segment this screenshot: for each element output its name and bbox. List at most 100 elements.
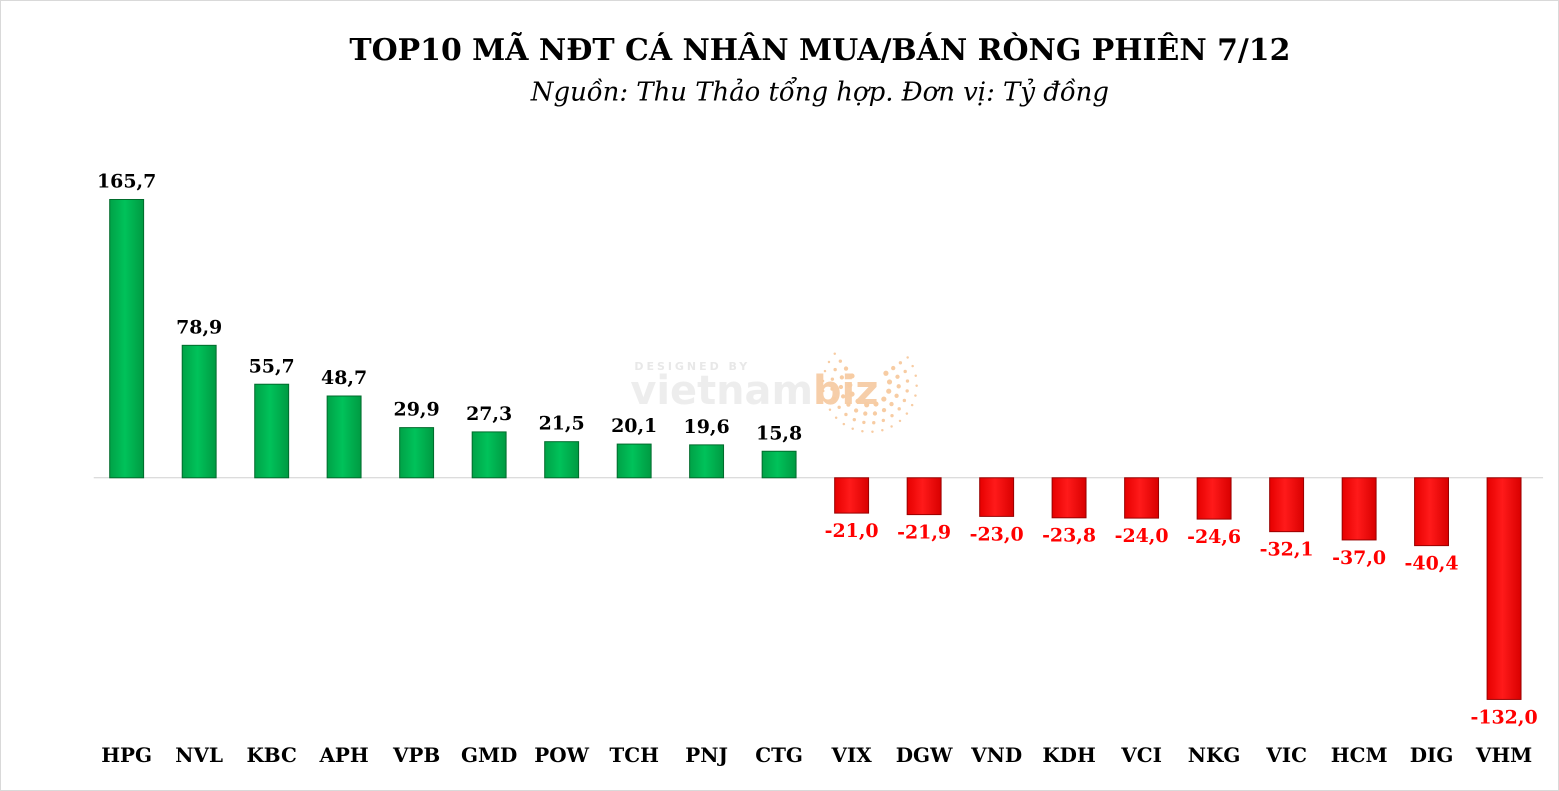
watermark-sun-dot	[855, 398, 861, 404]
bar-vhm	[1486, 477, 1522, 700]
watermark: DESIGNED BY vietnambiz	[630, 352, 918, 434]
category-label-gmd: GMD	[461, 743, 517, 767]
watermark-sun-dot	[915, 384, 918, 387]
category-label-pnj: PNJ	[685, 743, 728, 767]
watermark-sun-dot	[905, 412, 909, 415]
category-label-pow: POW	[534, 743, 589, 767]
chart-title: TOP10 MÃ NĐT CÁ NHÂN MUA/BÁN RÒNG PHIÊN …	[349, 32, 1290, 68]
watermark-sun-dot	[849, 391, 855, 397]
watermark-sun-dot	[843, 366, 849, 371]
watermark-sun-dot	[824, 399, 827, 403]
watermark-sun-dot	[905, 379, 910, 383]
value-label-hcm: -37,0	[1332, 547, 1386, 569]
watermark-brand: vietnambiz	[630, 368, 878, 414]
watermark-sun-dot	[842, 422, 846, 426]
bars-layer	[109, 198, 1522, 700]
watermark-sun-dot	[881, 396, 887, 402]
bar-pow	[544, 441, 580, 479]
value-label-vci: -24,0	[1115, 525, 1169, 547]
watermark-sun-dot	[881, 408, 887, 413]
watermark-sun-dot	[872, 411, 878, 416]
watermark-sun-dot	[903, 369, 907, 374]
watermark-sun-dot	[890, 425, 893, 428]
bar-vix	[834, 477, 870, 514]
value-label-vic: -32,1	[1260, 539, 1314, 561]
watermark-sun-dot	[861, 430, 864, 433]
category-label-vci: VCI	[1120, 743, 1162, 767]
category-label-vpb: VPB	[392, 743, 440, 767]
category-label-vnd: VND	[970, 743, 1022, 767]
watermark-sun-dot	[840, 394, 846, 399]
category-label-aph: APH	[318, 743, 368, 767]
watermark-sun-dot	[910, 403, 914, 407]
value-label-kbc: 55,7	[249, 355, 295, 377]
watermark-sun-dot	[827, 360, 831, 364]
watermark-sun-dot	[851, 427, 854, 430]
bar-vnd	[979, 477, 1015, 517]
watermark-sun-dot	[832, 396, 837, 401]
watermark-sun-dot	[896, 384, 901, 389]
bar-ctg	[761, 450, 797, 479]
value-label-ctg: 15,8	[756, 422, 802, 444]
value-label-nvl: 78,9	[176, 316, 222, 338]
value-label-vix: -21,0	[825, 520, 879, 542]
category-label-kbc: KBC	[246, 743, 296, 767]
bar-dgw	[906, 477, 942, 516]
bar-vci	[1124, 477, 1160, 519]
category-label-kdh: KDH	[1042, 743, 1095, 767]
category-label-tch: TCH	[609, 743, 659, 767]
watermark-sun-dot	[849, 373, 855, 379]
bar-kdh	[1051, 477, 1087, 519]
value-label-vhm: -132,0	[1470, 706, 1537, 728]
category-label-vic: VIC	[1265, 743, 1307, 767]
watermark-sun-dot	[914, 374, 918, 377]
bar-vpb	[399, 427, 435, 479]
value-label-tch: 20,1	[611, 415, 657, 437]
watermark-sun-dot	[886, 379, 893, 385]
watermark-sun-dot	[853, 408, 859, 413]
value-label-dig: -40,4	[1405, 553, 1459, 575]
value-label-pnj: 19,6	[684, 416, 730, 438]
category-label-vix: VIX	[830, 743, 872, 767]
category-label-hcm: HCM	[1331, 743, 1388, 767]
value-label-vnd: -23,0	[970, 523, 1024, 545]
watermark-sun-dot	[889, 401, 894, 407]
value-label-hpg: 165,7	[97, 171, 156, 193]
watermark-brand-main: vietnam	[630, 368, 813, 414]
bar-vic	[1269, 477, 1305, 533]
watermark-sun-dot	[881, 418, 886, 423]
bar-kbc	[254, 383, 290, 479]
watermark-sun-dot	[838, 384, 844, 390]
bar-tch	[616, 443, 652, 479]
watermark-sun-dot	[821, 379, 825, 383]
watermark-sun-dot	[906, 356, 909, 359]
watermark-sun-dot	[846, 402, 851, 407]
value-label-aph: 48,7	[321, 367, 367, 389]
category-label-vhm: VHM	[1475, 743, 1532, 767]
category-label-dig: DIG	[1410, 743, 1454, 767]
watermark-sun-dot	[823, 369, 827, 373]
chart-subtitle: Nguồn: Thu Thảo tổng hợp. Đơn vị: Tỷ đồn…	[530, 77, 1109, 108]
bar-hcm	[1341, 477, 1377, 541]
watermark-sun-dot	[891, 365, 896, 371]
watermark-sun-dot	[844, 412, 848, 417]
category-label-dgw: DGW	[896, 743, 953, 767]
value-label-dgw: -21,9	[897, 522, 951, 544]
watermark-sun-dot	[873, 401, 879, 407]
watermark-sun-dot	[881, 428, 884, 432]
watermark-sun-dot	[898, 419, 902, 423]
watermark-sun-dot	[898, 361, 903, 365]
category-label-nkg: NKG	[1188, 743, 1241, 767]
category-labels-layer: HPG NVL KBC APH VPB GMD POW TCH PNJ CTG VIX DGW VND K…	[101, 743, 1532, 767]
watermark-designed-by: DESIGNED BY	[634, 360, 750, 373]
bar-hpg	[109, 198, 145, 479]
watermark-sun-dot	[839, 375, 844, 380]
watermark-sun-dot	[914, 394, 917, 397]
watermark-sun-dot	[847, 382, 853, 388]
watermark-sun-dot	[905, 389, 909, 393]
watermark-sun-dot	[830, 377, 835, 381]
watermark-sun-icon	[821, 352, 918, 434]
category-label-nvl: NVL	[175, 743, 223, 767]
watermark-sun-dot	[838, 359, 843, 363]
